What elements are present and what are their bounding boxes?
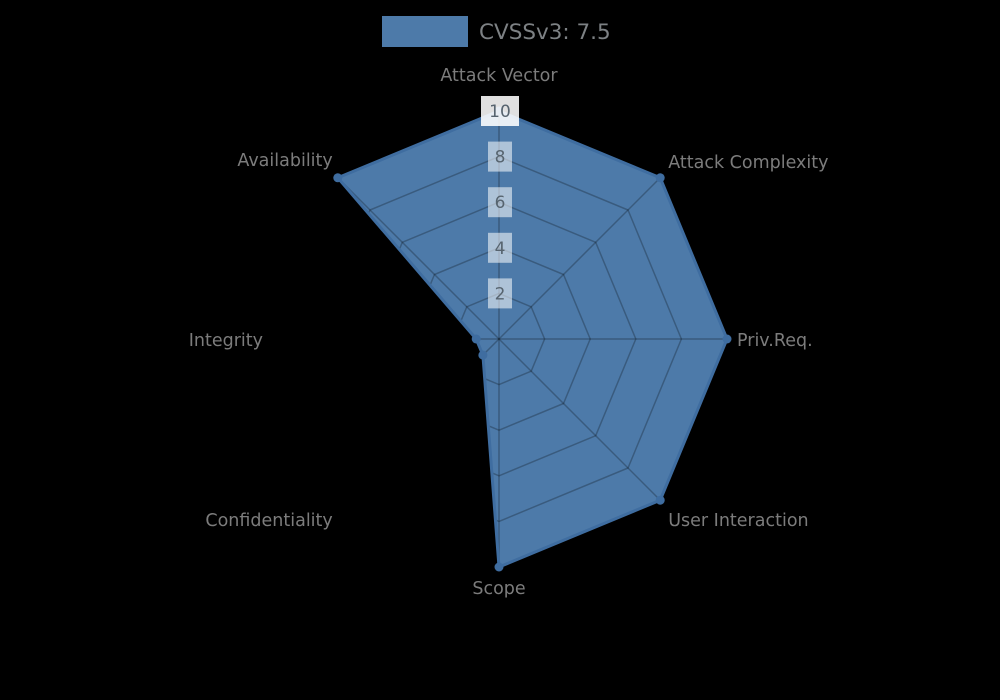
- grid-ring-8: [315, 155, 683, 523]
- tick-label-6: 6: [495, 193, 506, 213]
- series-point-integrity: [471, 334, 481, 344]
- axis-label-attack-complexity: Attack Complexity: [668, 153, 828, 173]
- legend-label: CVSSv3: 7.5: [479, 20, 611, 45]
- axis-label-confidentiality: Confidentiality: [205, 511, 332, 531]
- axis-label-scope: Scope: [472, 579, 525, 599]
- grid-spoke-confidentiality: [337, 338, 500, 501]
- axis-labels: Attack Vector Attack Complexity Priv.Req. U…: [189, 66, 829, 599]
- tick-box-10: [481, 96, 519, 126]
- legend-swatch: [382, 16, 468, 47]
- axis-label-availability: Availability: [237, 151, 332, 171]
- radial-tick-labels: 2 4 6 8 10: [481, 96, 519, 309]
- grid-ring-4: [406, 246, 592, 432]
- axis-label-attack-vector: Attack Vector: [440, 66, 558, 86]
- grid-spoke-availability: [337, 177, 500, 340]
- series-outline-layer: [333, 106, 732, 572]
- axis-label-integrity: Integrity: [189, 331, 263, 351]
- axis-label-user-interaction: User Interaction: [668, 511, 808, 531]
- tick-label-4: 4: [495, 239, 506, 259]
- series-point-priv-req-: [722, 334, 732, 344]
- series-layer: [337, 111, 727, 567]
- tick-label-8: 8: [495, 148, 506, 168]
- axis-label-priv-req-: Priv.Req.: [737, 331, 813, 351]
- series-fill-polygon: [337, 111, 727, 567]
- series-point-confidentiality: [478, 350, 488, 360]
- tick-box-6: [488, 187, 512, 218]
- tick-box-2: [488, 278, 512, 309]
- series-point-availability: [333, 173, 343, 183]
- grid-ring-6: [361, 201, 637, 477]
- grid-ring-2: [452, 292, 546, 386]
- grid-spoke-attack-complexity: [498, 177, 661, 340]
- tick-box-4: [488, 232, 512, 263]
- tick-label-2: 2: [495, 284, 506, 304]
- series-point-user-interaction: [655, 495, 665, 505]
- series-point-attack-complexity: [655, 173, 665, 183]
- tick-label-10: 10: [489, 102, 511, 122]
- tick-box-8: [488, 141, 512, 172]
- series-point-scope: [494, 562, 504, 572]
- legend: CVSSv3: 7.5: [382, 16, 611, 47]
- grid-spoke-user-interaction: [498, 338, 661, 501]
